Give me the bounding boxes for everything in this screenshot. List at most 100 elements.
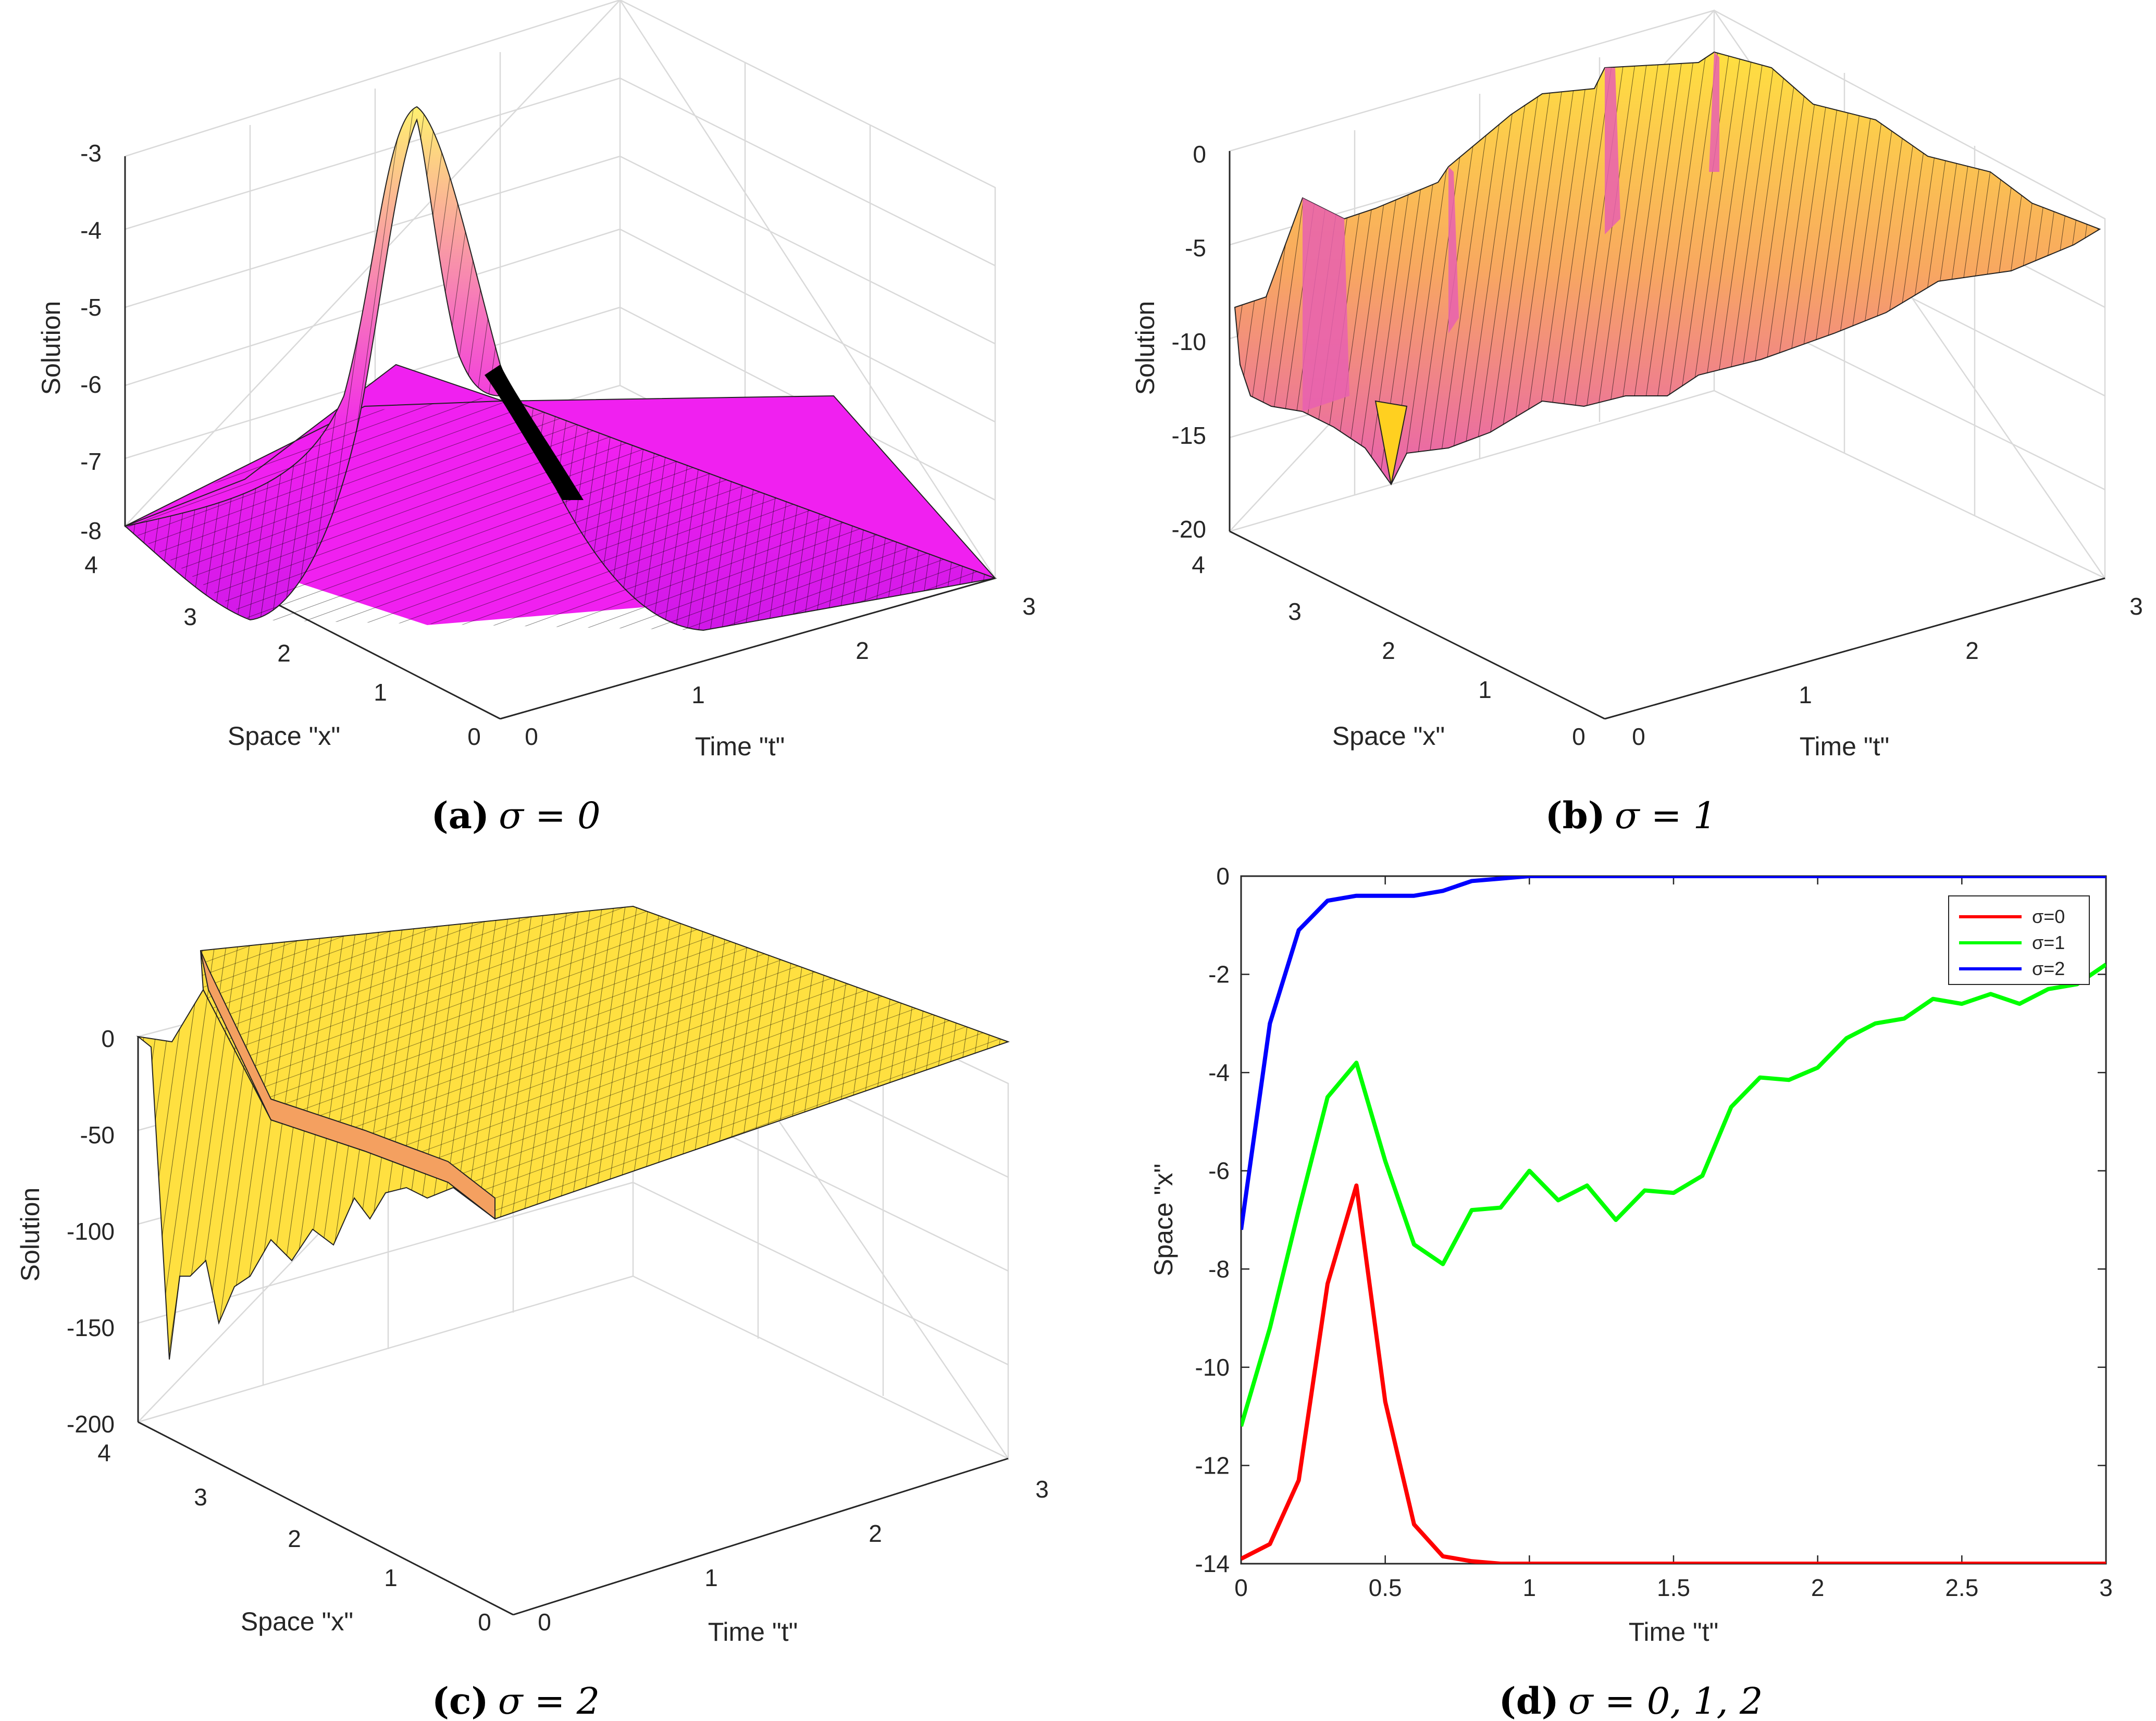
panel-a-caption: (a) σ = 0 xyxy=(431,794,600,837)
panel-c-t-tick: 2 xyxy=(869,1520,882,1547)
panel-d-y-tick: -2 xyxy=(1208,961,1230,988)
panel-c-t-tick: 3 xyxy=(1035,1476,1049,1503)
panel-d-x-tick-labels: 0 0.5 1 1.5 2 2.5 3 xyxy=(1234,1574,2113,1601)
panel-a-z-tick: -4 xyxy=(80,217,102,244)
panel-d-line-chart: 0 -2 -4 -6 -8 -10 -12 -14 0 0.5 1 1.5 2 … xyxy=(1149,863,2113,1721)
panel-b-x-label: Space "x" xyxy=(1332,721,1445,751)
panel-a-t-tick: 1 xyxy=(691,681,705,708)
panel-c-z-tick: 0 xyxy=(101,1025,115,1052)
panel-d-y-tick: -12 xyxy=(1195,1452,1230,1479)
panel-a-t-label: Time "t" xyxy=(695,732,785,761)
panel-a-x-tick: 3 xyxy=(183,603,197,630)
panel-c-x-tick: 3 xyxy=(194,1483,207,1511)
panel-b-z-tick: 0 xyxy=(1193,141,1206,168)
panel-d-y-tick: -4 xyxy=(1208,1059,1230,1086)
panel-a-t-tick: 0 xyxy=(525,723,538,750)
panel-b-x-tick: 1 xyxy=(1478,676,1492,703)
panel-b-surface-mesh xyxy=(1234,51,2101,485)
panel-d-caption: (d) σ = 0, 1, 2 xyxy=(1499,1679,1763,1721)
legend-label-sigma1: σ=1 xyxy=(2032,932,2065,953)
panel-d-x-tick: 3 xyxy=(2099,1574,2113,1601)
panel-b-t-ticks: 0 1 2 3 xyxy=(1632,593,2143,750)
panel-a-x-ticks: 4 3 2 1 0 xyxy=(84,551,481,750)
panel-d-y-tick: 0 xyxy=(1216,863,1230,890)
panel-b-z-label: Solution xyxy=(1131,301,1160,395)
panel-a-t-tick: 2 xyxy=(856,637,869,664)
panel-d-y-tick: -6 xyxy=(1208,1157,1230,1184)
panel-c-caption: (c) σ = 2 xyxy=(432,1679,600,1721)
panel-a-z-ticks: -3 -4 -5 -6 -7 -8 xyxy=(80,140,102,544)
panel-a-z-label: Solution xyxy=(36,301,66,395)
panel-d-y-tick: -14 xyxy=(1195,1550,1230,1577)
svg-text:(b)σ = 1: (b) σ = 1 xyxy=(1545,794,1717,837)
panel-c-x-tick: 4 xyxy=(97,1439,111,1466)
panel-a-x-tick: 1 xyxy=(374,679,387,706)
panel-c-z-label: Solution xyxy=(16,1188,45,1282)
panel-a-z-tick: -7 xyxy=(80,448,102,475)
panel-c-surface: 0 -50 -100 -150 -200 4 3 2 1 0 0 1 2 3 S… xyxy=(16,905,1049,1721)
svg-text:(c)σ = 2: (c) σ = 2 xyxy=(432,1679,600,1721)
panel-c-t-tick: 0 xyxy=(538,1608,551,1636)
panel-b-t-label: Time "t" xyxy=(1800,732,1890,761)
panel-b-z-tick: -5 xyxy=(1185,234,1206,261)
panel-d-series-group xyxy=(1241,876,2106,1564)
panel-b-x-tick: 2 xyxy=(1382,637,1395,664)
panel-c-axes-lines xyxy=(137,1037,1009,1616)
legend-label-sigma2: σ=2 xyxy=(2032,958,2065,979)
panel-a-z-tick: -5 xyxy=(80,294,102,321)
series-line-sigma0 xyxy=(1241,1183,2106,1564)
panel-a-x-label: Space "x" xyxy=(228,721,340,751)
panel-c-x-tick: 2 xyxy=(288,1525,301,1552)
panel-a-surface: -3 -4 -5 -6 -7 -8 4 3 2 1 0 0 1 2 3 Solu… xyxy=(36,0,1036,837)
panel-d-y-tick-labels: 0 -2 -4 -6 -8 -10 -12 -14 xyxy=(1195,863,1230,1577)
panel-b-z-tick: -20 xyxy=(1172,516,1206,543)
svg-text:(d)σ = 0, 1, 2: (d) σ = 0, 1, 2 xyxy=(1499,1679,1763,1721)
panel-b-t-tick: 2 xyxy=(1965,637,1979,664)
panel-d-plot-area xyxy=(1240,875,2107,1565)
panel-c-surface-mesh xyxy=(136,905,1010,1360)
panel-b-caption: (b) σ = 1 xyxy=(1545,794,1717,837)
panel-a-surface-mesh xyxy=(123,106,997,631)
series-line-sigma2 xyxy=(1241,876,2106,1230)
panel-d-legend: σ=0 σ=1 σ=2 xyxy=(1948,895,2090,985)
panel-b-surface: 0 -5 -10 -15 -20 4 3 2 1 0 0 1 2 3 Solut… xyxy=(1131,9,2143,837)
svg-text:(a)σ = 0: (a) σ = 0 xyxy=(431,794,600,837)
panel-a-x-tick: 0 xyxy=(467,723,481,750)
panel-b-x-ticks: 4 3 2 1 0 xyxy=(1192,551,1585,750)
panel-c-t-tick: 1 xyxy=(704,1564,718,1591)
panel-c-t-label: Time "t" xyxy=(708,1617,798,1647)
panel-b-z-ticks: 0 -5 -10 -15 -20 xyxy=(1172,141,1206,543)
panel-c-z-tick: -150 xyxy=(67,1314,115,1341)
panel-c-z-ticks: 0 -50 -100 -150 -200 xyxy=(67,1025,115,1438)
panel-d-legend-box xyxy=(1948,895,2090,985)
panel-d-y-tick: -8 xyxy=(1208,1255,1230,1282)
panel-b-t-tick: 3 xyxy=(2129,593,2143,620)
legend-label-sigma0: σ=0 xyxy=(2032,906,2065,927)
series-line-sigma1 xyxy=(1241,963,2106,1427)
panel-b-z-tick: -15 xyxy=(1172,422,1206,449)
panel-c-x-ticks: 4 3 2 1 0 xyxy=(97,1439,491,1636)
panel-b-t-tick: 1 xyxy=(1799,681,1812,708)
panel-a-t-ticks: 0 1 2 3 xyxy=(525,593,1036,750)
panel-c-z-tick: -100 xyxy=(67,1218,115,1245)
panel-b-x-tick: 4 xyxy=(1192,551,1205,578)
panel-a-z-tick: -8 xyxy=(80,517,102,544)
panel-c-x-tick: 1 xyxy=(384,1564,398,1591)
panel-d-y-tick: -10 xyxy=(1195,1354,1230,1381)
panel-d-y-label: Space "x" xyxy=(1149,1164,1178,1276)
panel-c-z-tick: -50 xyxy=(80,1121,115,1149)
panel-a-x-tick: 4 xyxy=(84,551,98,578)
panel-d-x-tick: 1.5 xyxy=(1657,1574,1690,1601)
panel-b-axes-lines xyxy=(1229,151,2105,720)
panel-d-x-tick: 2.5 xyxy=(1945,1574,1978,1601)
panel-c-x-tick: 0 xyxy=(478,1608,491,1636)
panel-c-z-tick: -200 xyxy=(67,1411,115,1438)
panel-c-t-ticks: 0 1 2 3 xyxy=(538,1476,1049,1636)
panel-b-t-tick: 0 xyxy=(1632,723,1645,750)
panel-a-x-tick: 2 xyxy=(277,640,291,667)
panel-b-z-tick: -10 xyxy=(1172,328,1206,355)
panel-d-x-tick: 2 xyxy=(1811,1574,1825,1601)
panel-c-x-label: Space "x" xyxy=(241,1607,353,1636)
panel-a-t-tick: 3 xyxy=(1022,593,1036,620)
